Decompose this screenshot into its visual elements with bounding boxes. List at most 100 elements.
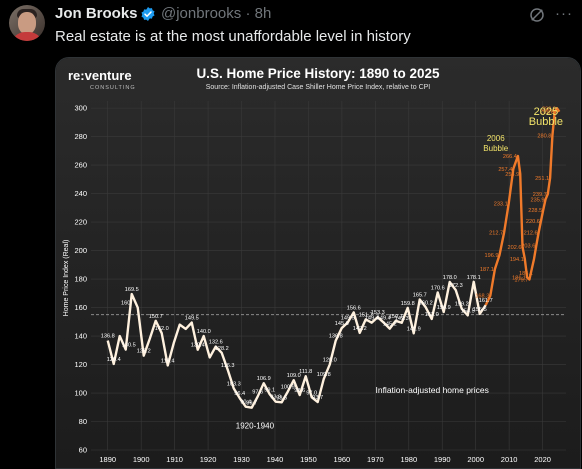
data-label: 239.7: [533, 192, 547, 198]
data-label: 126.2: [137, 349, 151, 355]
data-label: 156.6: [347, 305, 361, 311]
data-label: 187.1: [480, 267, 494, 273]
data-label: 297.5: [540, 110, 554, 116]
verified-badge-icon: [141, 7, 155, 21]
x-tick-label: 1890: [99, 455, 116, 464]
tweet-text: Real estate is at the most unaffordable …: [55, 28, 411, 45]
y-tick-label: 300: [74, 104, 87, 113]
data-label: 253.9: [505, 172, 519, 178]
data-label: 93.5: [276, 395, 287, 401]
chart-annotation: Bubble: [529, 116, 563, 128]
data-label: 142.2: [353, 326, 367, 332]
data-label: 179.7: [514, 277, 528, 283]
x-tick-label: 1970: [367, 455, 384, 464]
y-tick-label: 180: [74, 275, 87, 284]
x-tick-label: 1940: [267, 455, 284, 464]
data-label: 266.4: [503, 154, 517, 160]
data-label: 170.6: [431, 285, 445, 291]
data-label: 120.4: [107, 357, 121, 363]
data-label: 130.5: [122, 343, 136, 349]
data-label: 136.8: [329, 334, 343, 340]
data-label: 161.7: [479, 298, 493, 304]
data-label: 153.3: [371, 310, 385, 316]
data-label: 141.9: [407, 326, 421, 332]
chart-subtitle: Source: Inflation-adjusted Case Shiller …: [206, 84, 431, 91]
x-tick-label: 1960: [334, 455, 351, 464]
data-label: 149.4: [377, 316, 391, 322]
data-label: 155.5: [473, 307, 487, 313]
data-label: 120.0: [323, 358, 337, 364]
data-label: 140.0: [197, 329, 211, 335]
data-label: 93.7: [312, 395, 323, 401]
data-label: 136.8: [101, 334, 115, 340]
time[interactable]: 8h: [254, 5, 272, 22]
data-label: 90.4: [240, 400, 251, 406]
y-tick-label: 60: [79, 446, 87, 455]
data-label: 98.6: [294, 388, 305, 394]
data-label: 109.8: [317, 372, 331, 378]
x-tick-label: 1950: [300, 455, 317, 464]
data-label: 103.3: [227, 381, 241, 387]
data-label: 228.5: [528, 208, 542, 214]
separator: ·: [245, 5, 251, 22]
data-label: 172.3: [449, 283, 463, 289]
data-label: 149.4: [365, 316, 379, 322]
data-label: 233.1: [494, 201, 508, 207]
data-label: 149.5: [341, 316, 355, 322]
data-label: 251.1: [535, 176, 549, 182]
chart-annotation: 2025: [534, 106, 558, 118]
data-label: 297.5: [544, 110, 558, 116]
data-label: 99.1: [264, 387, 275, 393]
home-price-chart: 60 80 100 120 140 160 180 200 220 240 260 280 300 189…: [56, 58, 580, 468]
x-tick-label: 2000: [467, 455, 484, 464]
x-tick-label: 1930: [233, 455, 250, 464]
y-axis-label: Home Price Index (Real): [63, 240, 70, 317]
data-label: 145.6: [335, 321, 349, 327]
data-label: 149.3: [395, 316, 409, 322]
data-label: 152.0: [425, 312, 439, 318]
data-label: 150.7: [149, 314, 163, 320]
data-label: 220.6: [526, 219, 540, 225]
series-line-recent: [484, 107, 561, 306]
data-label: 168.3: [475, 294, 489, 300]
grok-icon[interactable]: [528, 6, 546, 24]
data-label: 142.0: [155, 326, 169, 332]
handle[interactable]: @jonbrooks: [161, 5, 242, 22]
y-tick-label: 240: [74, 189, 87, 198]
data-label: 149.5: [185, 316, 199, 322]
y-tick-label: 140: [74, 332, 87, 341]
data-label: 100.9: [281, 385, 295, 391]
data-label: 202.6: [508, 245, 522, 251]
chart-image[interactable]: 60 80 100 120 140 160 180 200 220 240 260 280 300 189…: [55, 57, 581, 469]
data-label: 169.5: [125, 287, 139, 293]
data-label: 235.9: [531, 197, 545, 203]
data-label: 130.4: [191, 343, 205, 349]
data-label: 280.8: [537, 133, 551, 139]
y-tick-label: 280: [74, 132, 87, 141]
data-label: 154.5: [461, 308, 475, 314]
x-tick-label: 1990: [434, 455, 451, 464]
data-label: 212.7: [489, 230, 503, 236]
data-label: 178.0: [443, 275, 457, 281]
avatar[interactable]: [9, 5, 45, 41]
x-tick-label: 1900: [133, 455, 150, 464]
handle-and-time: @jonbrooks · 8h: [161, 5, 271, 22]
data-label: 151.7: [359, 312, 373, 318]
chart-title: U.S. Home Price History: 1890 to 2025: [196, 66, 440, 81]
data-label: 116.3: [221, 363, 235, 369]
data-label: 160.2: [419, 300, 433, 306]
y-tick-label: 80: [79, 417, 87, 426]
logo-main: re:venture: [68, 68, 132, 83]
data-label: 203.6: [521, 243, 535, 249]
data-label: 93.9: [270, 395, 281, 401]
tweet-header: Jon Brooks @jonbrooks · 8h ··· Real esta…: [0, 0, 582, 58]
x-tick-label: 1910: [166, 455, 183, 464]
chart-annotation: 1920-1940: [236, 422, 275, 431]
author-name[interactable]: Jon Brooks: [55, 5, 138, 22]
data-label: 184.1: [519, 271, 533, 277]
data-label: 181.1: [512, 275, 526, 281]
more-icon[interactable]: ···: [555, 5, 573, 22]
x-tick-label: 1920: [200, 455, 217, 464]
data-label: 97.6: [252, 389, 263, 395]
chart-annotation: 2006: [487, 134, 505, 143]
